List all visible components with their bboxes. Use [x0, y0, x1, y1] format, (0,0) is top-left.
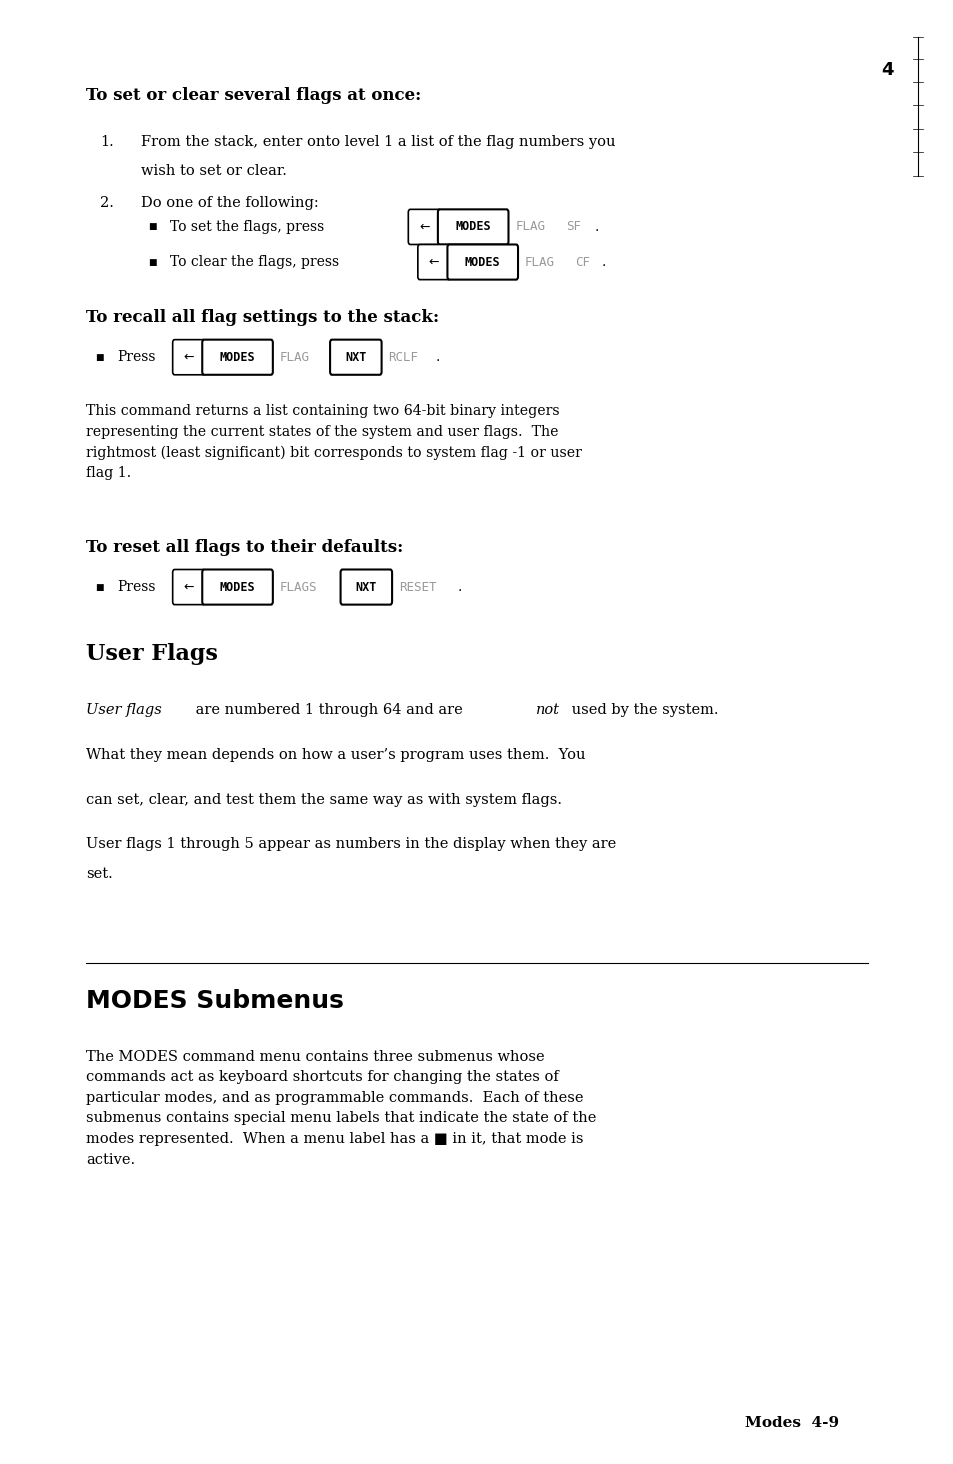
Text: MODES: MODES [219, 351, 255, 363]
Text: User flags: User flags [86, 703, 161, 717]
Text: ■: ■ [95, 353, 104, 362]
FancyBboxPatch shape [202, 340, 273, 375]
Text: wish to set or clear.: wish to set or clear. [141, 164, 287, 179]
Text: ←: ← [183, 581, 194, 593]
Text: not: not [536, 703, 559, 717]
Text: SF: SF [565, 221, 580, 233]
Text: RCLF: RCLF [388, 351, 417, 363]
Text: ←: ← [428, 256, 439, 268]
Text: ■: ■ [95, 583, 104, 591]
Text: NXT: NXT [345, 351, 366, 363]
Text: FLAG: FLAG [279, 351, 309, 363]
Text: 1.: 1. [100, 135, 113, 149]
Text: MODES: MODES [455, 221, 491, 233]
Text: Press: Press [117, 580, 155, 594]
Text: ←: ← [183, 351, 194, 363]
FancyBboxPatch shape [330, 340, 381, 375]
Text: ←: ← [418, 221, 430, 233]
Text: What they mean depends on how a user’s program uses them.  You: What they mean depends on how a user’s p… [86, 748, 585, 763]
Text: Press: Press [117, 350, 155, 365]
Text: FLAG: FLAG [515, 221, 544, 233]
Text: To set the flags, press: To set the flags, press [170, 220, 324, 234]
Text: FLAGS: FLAGS [279, 581, 316, 593]
FancyBboxPatch shape [172, 569, 205, 605]
Text: FLAG: FLAG [524, 256, 554, 268]
Text: 4: 4 [880, 61, 893, 79]
Text: To reset all flags to their defaults:: To reset all flags to their defaults: [86, 539, 403, 556]
Text: RESET: RESET [398, 581, 436, 593]
FancyBboxPatch shape [340, 569, 392, 605]
Text: NXT: NXT [355, 581, 376, 593]
FancyBboxPatch shape [172, 340, 205, 375]
Text: .: . [594, 220, 598, 234]
FancyBboxPatch shape [437, 209, 508, 244]
FancyBboxPatch shape [447, 244, 517, 280]
Text: The MODES command menu contains three submenus whose
commands act as keyboard sh: The MODES command menu contains three su… [86, 1050, 596, 1167]
Text: MODES: MODES [464, 256, 500, 268]
FancyBboxPatch shape [417, 244, 450, 280]
Text: MODES: MODES [219, 581, 255, 593]
Text: Modes  4-9: Modes 4-9 [744, 1416, 839, 1430]
Text: CF: CF [575, 256, 590, 268]
FancyBboxPatch shape [202, 569, 273, 605]
Text: To clear the flags, press: To clear the flags, press [170, 255, 338, 269]
Text: User flags 1 through 5 appear as numbers in the display when they are: User flags 1 through 5 appear as numbers… [86, 837, 616, 852]
Text: are numbered 1 through 64 and are: are numbered 1 through 64 and are [191, 703, 467, 717]
Text: .: . [457, 580, 462, 594]
Text: .: . [436, 350, 440, 365]
Text: To set or clear several flags at once:: To set or clear several flags at once: [86, 86, 420, 104]
Text: MODES Submenus: MODES Submenus [86, 990, 343, 1013]
Text: used by the system.: used by the system. [566, 703, 718, 717]
Text: .: . [601, 255, 606, 269]
Text: set.: set. [86, 867, 112, 881]
Text: To recall all flag settings to the stack:: To recall all flag settings to the stack… [86, 309, 438, 326]
Text: From the stack, enter onto level 1 a list of the flag numbers you: From the stack, enter onto level 1 a lis… [141, 135, 615, 149]
Text: 2.: 2. [100, 196, 114, 211]
Text: can set, clear, and test them the same way as with system flags.: can set, clear, and test them the same w… [86, 793, 561, 808]
Text: ■: ■ [148, 258, 156, 266]
Text: This command returns a list containing two 64-bit binary integers
representing t: This command returns a list containing t… [86, 404, 581, 480]
Text: ■: ■ [148, 223, 156, 231]
Text: User Flags: User Flags [86, 643, 217, 666]
FancyBboxPatch shape [408, 209, 440, 244]
Text: Do one of the following:: Do one of the following: [141, 196, 318, 211]
